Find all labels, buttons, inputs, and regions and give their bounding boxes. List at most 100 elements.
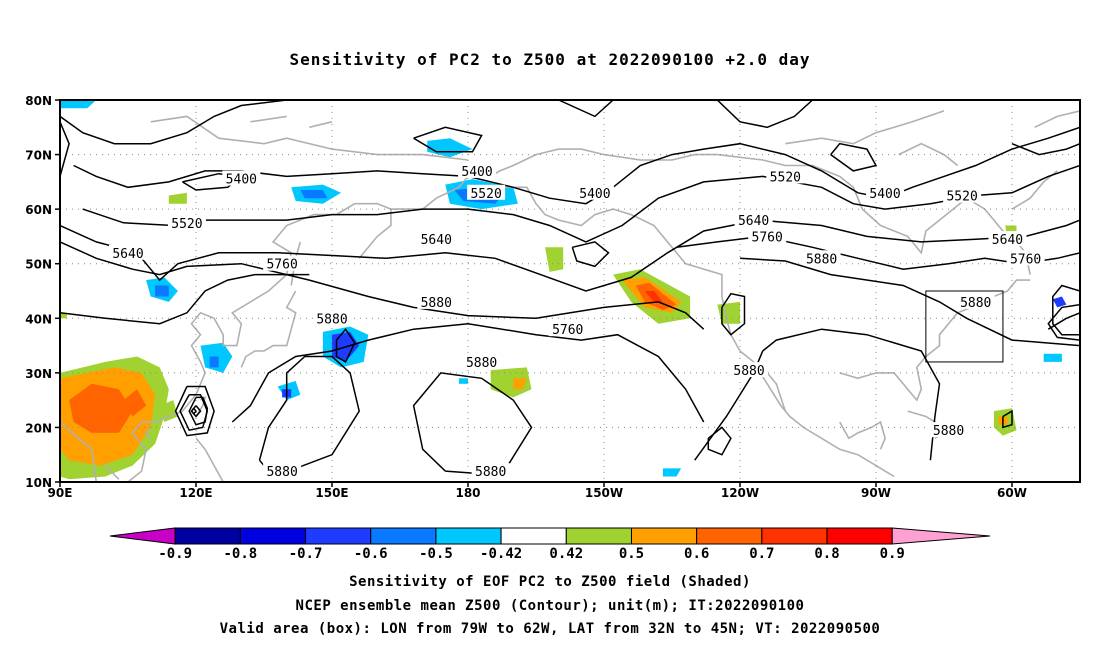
coastline bbox=[839, 420, 886, 450]
contour-label: 5760 bbox=[552, 323, 583, 338]
contour-line bbox=[830, 142, 878, 172]
lat-label: 40N bbox=[25, 312, 52, 326]
colorbar-label: -0.6 bbox=[354, 546, 388, 562]
contour-label-background bbox=[222, 170, 261, 186]
contour-label: 5520 bbox=[770, 170, 801, 185]
contour-label-background bbox=[417, 293, 456, 309]
sensitivity-patch bbox=[168, 192, 187, 204]
lon-label: 180 bbox=[455, 486, 480, 500]
contour-line bbox=[413, 126, 483, 153]
contour-line bbox=[335, 327, 356, 363]
colorbar-label: -0.9 bbox=[158, 546, 192, 562]
contour-label: 5880 bbox=[806, 252, 837, 267]
contour-label: 5760 bbox=[266, 258, 297, 273]
contour-label-background bbox=[263, 255, 302, 271]
contour-label: 5760 bbox=[752, 230, 783, 245]
lon-label: 120W bbox=[721, 486, 759, 500]
contour-label: 5880 bbox=[933, 424, 964, 439]
colorbar-label: -0.5 bbox=[419, 546, 453, 562]
contour-label-background bbox=[458, 162, 497, 178]
contour-label-background bbox=[417, 231, 456, 247]
lon-label: 90W bbox=[861, 486, 891, 500]
contour-label-background bbox=[313, 310, 351, 326]
contour-label: 5880 bbox=[475, 465, 506, 480]
sensitivity-patch bbox=[1052, 296, 1067, 308]
valid-area-box bbox=[925, 290, 1004, 363]
contour-line bbox=[694, 328, 941, 461]
contour-label: 5520 bbox=[470, 187, 501, 202]
coastline bbox=[240, 290, 297, 368]
coastline bbox=[150, 115, 469, 161]
sensitivity-patch bbox=[513, 378, 527, 390]
coastline bbox=[195, 437, 224, 482]
contour-line bbox=[707, 426, 732, 456]
coastline bbox=[390, 148, 718, 210]
contour-label-background bbox=[575, 184, 614, 200]
lon-label: 150E bbox=[315, 486, 348, 500]
contour-line bbox=[571, 241, 610, 268]
sensitivity-patch bbox=[69, 383, 133, 433]
contour-label: 5880 bbox=[466, 356, 497, 371]
coastline bbox=[785, 110, 945, 145]
contour-label: 5400 bbox=[579, 187, 610, 202]
contour-label-background bbox=[929, 422, 968, 438]
contour-label-background bbox=[467, 184, 506, 200]
colorbar-label: 0.9 bbox=[880, 546, 905, 562]
contour-label-background bbox=[988, 231, 1027, 247]
contour-label: 5880 bbox=[266, 465, 297, 480]
contour-label-background bbox=[748, 228, 787, 244]
coastline bbox=[104, 465, 120, 480]
contour-line bbox=[190, 407, 197, 415]
contour-line bbox=[716, 100, 814, 129]
lat-label: 80N bbox=[25, 94, 52, 108]
lat-label: 70N bbox=[25, 149, 52, 163]
colorbar-label: 0.5 bbox=[619, 546, 644, 562]
contour-label-background bbox=[943, 187, 982, 203]
sensitivity-patch bbox=[155, 285, 169, 297]
contour-label: 5760 bbox=[1010, 252, 1041, 267]
contour-line bbox=[60, 100, 287, 145]
sensitivity-patch bbox=[427, 138, 473, 158]
contour-line bbox=[82, 164, 1080, 243]
colorbar: -0.9 -0.8 -0.7 -0.6 -0.5 -0.42 0.42 0.5 0.6 0.7 0.… bbox=[109, 527, 991, 562]
colorbar-label: -0.42 bbox=[480, 546, 522, 562]
colorbar-arrow-right bbox=[891, 527, 991, 545]
contour-label: 5400 bbox=[226, 173, 257, 188]
z500-contours bbox=[60, 100, 1080, 475]
colorbar-label: -0.7 bbox=[289, 546, 323, 562]
colorbar-swatch bbox=[630, 527, 698, 545]
colorbar-swatch bbox=[565, 527, 632, 545]
lat-label: 20N bbox=[25, 421, 52, 435]
contour-label: 5880 bbox=[960, 296, 991, 311]
sensitivity-patch bbox=[1043, 353, 1062, 362]
lon-label: 90E bbox=[48, 486, 73, 500]
colorbar-swatch bbox=[696, 527, 763, 545]
contour-line bbox=[174, 385, 215, 437]
lat-label: 50N bbox=[25, 258, 52, 272]
contour-label: 5640 bbox=[112, 247, 143, 262]
page-title: Sensitivity of PC2 to Z500 at 2022090100… bbox=[289, 50, 811, 69]
contour-line bbox=[231, 322, 705, 423]
contour-line bbox=[258, 355, 361, 472]
contour-label-background bbox=[471, 463, 510, 479]
coastline bbox=[309, 121, 333, 129]
lat-label: 30N bbox=[25, 367, 52, 381]
sensitivity-patch bbox=[159, 400, 178, 422]
contour-label: 5880 bbox=[421, 296, 452, 311]
lat-label: 60N bbox=[25, 203, 52, 217]
contour-line bbox=[721, 292, 746, 336]
contour-label-background bbox=[167, 214, 206, 230]
coastline bbox=[250, 115, 287, 123]
contour-label: 5640 bbox=[421, 233, 452, 248]
sensitivity-patch bbox=[717, 301, 740, 324]
sensitivity-patch bbox=[60, 312, 67, 319]
sensitivity-patch bbox=[209, 356, 219, 368]
z500-contour-labels: 5400 5400 5400 5400 5520 5520 5520 5520 5640 5640… bbox=[109, 162, 1045, 480]
lat-label: 10N bbox=[25, 476, 52, 490]
lon-label: 60W bbox=[997, 486, 1027, 500]
caption-contour: NCEP ensemble mean Z500 (Contour); unit(… bbox=[295, 598, 805, 614]
map-frame bbox=[59, 99, 1081, 483]
coastline bbox=[839, 279, 1031, 402]
